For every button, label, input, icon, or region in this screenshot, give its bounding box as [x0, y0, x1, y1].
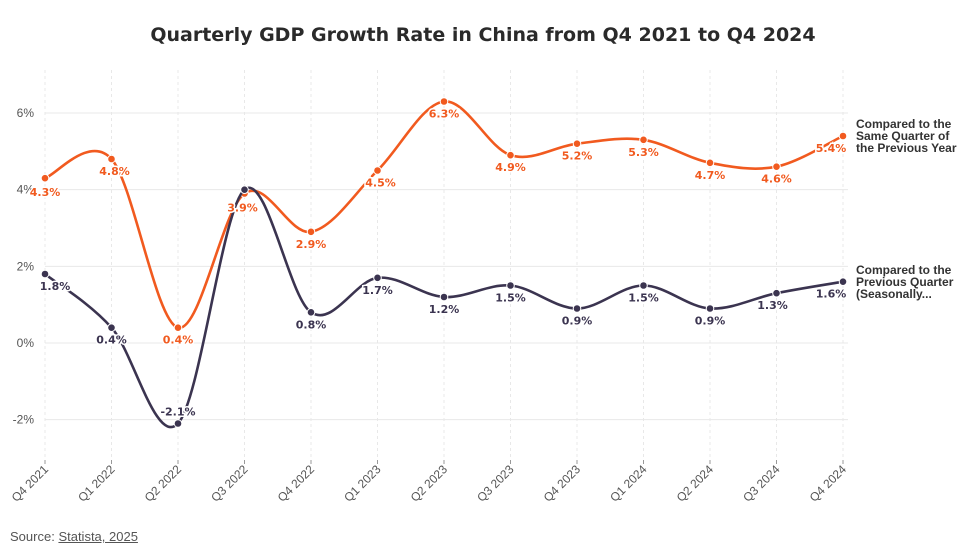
data-point	[572, 304, 582, 313]
x-tick-label: Q4 2024	[807, 462, 850, 505]
y-tick-label: 4%	[17, 183, 35, 197]
data-label: 4.8%	[99, 165, 130, 178]
data-label: 1.5%	[495, 292, 526, 305]
x-tick-label: Q2 2023	[408, 462, 451, 505]
data-label: -2.1%	[160, 406, 195, 419]
y-tick-label: 0%	[17, 336, 35, 350]
data-point	[173, 323, 183, 332]
source-note: Source: Statista, 2025	[10, 529, 138, 544]
legend-entry-line: Compared to the	[856, 117, 952, 131]
x-axis: Q4 2021 Q1 2022 Q2 2022 Q3 2022 Q4 2022 Q1 20…	[9, 460, 850, 505]
data-label: 4.7%	[695, 169, 726, 182]
data-point	[639, 135, 648, 145]
data-point	[439, 97, 449, 106]
chart-title: Quarterly GDP Growth Rate in China from …	[150, 24, 816, 46]
data-label: 1.7%	[362, 284, 393, 297]
data-point	[373, 273, 382, 283]
legend-entry-line: (Seasonally...	[856, 287, 932, 301]
x-tick-label: Q1 2022	[75, 462, 118, 505]
data-label: 0.9%	[695, 315, 726, 328]
data-label: 0.8%	[296, 318, 327, 331]
data-point	[306, 227, 316, 237]
data-point	[439, 292, 449, 302]
data-label: 1.5%	[628, 292, 659, 305]
y-tick-label: -2%	[13, 413, 35, 427]
source-label: Source:	[10, 529, 55, 544]
data-label: 4.5%	[365, 177, 396, 190]
data-point	[107, 154, 116, 164]
y-tick-label: 6%	[17, 106, 35, 120]
data-point	[772, 288, 781, 298]
y-tick-label: 2%	[17, 259, 35, 273]
data-label: 1.2%	[429, 303, 460, 316]
data-label: 1.6%	[816, 288, 847, 301]
data-label: 5.4%	[816, 142, 847, 155]
legend-entry-line: Previous Quarter	[856, 275, 954, 289]
data-label: 1.8%	[40, 280, 71, 293]
data-point	[772, 162, 781, 171]
data-point	[572, 139, 582, 148]
data-label: 0.4%	[163, 334, 194, 347]
data-point	[639, 281, 648, 290]
data-point	[705, 304, 715, 313]
data-labels: 4.3% 4.8% 0.4% 3.9% 2.9% 4.5% 6.3% 4.9% 5.2% 5.3%…	[28, 106, 848, 420]
data-label: 2.9%	[296, 238, 327, 251]
data-point	[173, 419, 183, 428]
x-tick-label: Q1 2024	[607, 462, 650, 505]
data-point	[506, 150, 515, 160]
x-tick-label: Q1 2023	[341, 462, 384, 505]
data-point	[40, 173, 50, 183]
data-label: 4.6%	[761, 173, 792, 186]
data-point	[306, 308, 316, 317]
gridlines	[44, 70, 848, 460]
data-point	[506, 281, 515, 290]
data-point	[40, 269, 50, 279]
data-label: 5.2%	[562, 150, 593, 163]
data-point	[838, 277, 848, 286]
data-point	[705, 158, 715, 168]
data-point	[373, 166, 382, 175]
data-label: 0.9%	[562, 315, 593, 328]
series-line-yoy	[44, 100, 844, 329]
data-label: 5.3%	[628, 146, 659, 159]
x-tick-label: Q2 2022	[142, 462, 185, 505]
legend-entry-line: Compared to the	[856, 263, 952, 277]
data-label: 6.3%	[429, 108, 460, 121]
data-label: 1.3%	[757, 299, 788, 312]
x-tick-label: Q4 2022	[275, 462, 318, 505]
x-tick-label: Q3 2022	[208, 462, 251, 505]
data-point	[838, 131, 848, 141]
series-group	[40, 97, 848, 429]
data-label: 4.3%	[30, 186, 61, 199]
x-tick-label: Q4 2021	[9, 462, 52, 505]
y-axis: -2% 0% 2% 4% 6%	[13, 106, 35, 427]
x-tick-label: Q4 2023	[541, 462, 584, 505]
x-tick-label: Q2 2024	[674, 462, 717, 505]
data-point	[107, 323, 116, 332]
x-tick-label: Q3 2023	[474, 462, 517, 505]
legend-entry-line: the Previous Year	[856, 141, 957, 155]
legend-entry-line: Same Quarter of	[856, 129, 950, 143]
source-link[interactable]: Statista, 2025	[58, 529, 138, 544]
data-label: 3.9%	[227, 202, 258, 215]
data-label: 0.4%	[96, 334, 127, 347]
x-tick-label: Q3 2024	[740, 462, 783, 505]
data-label: 4.9%	[495, 161, 526, 174]
data-point	[240, 185, 249, 194]
